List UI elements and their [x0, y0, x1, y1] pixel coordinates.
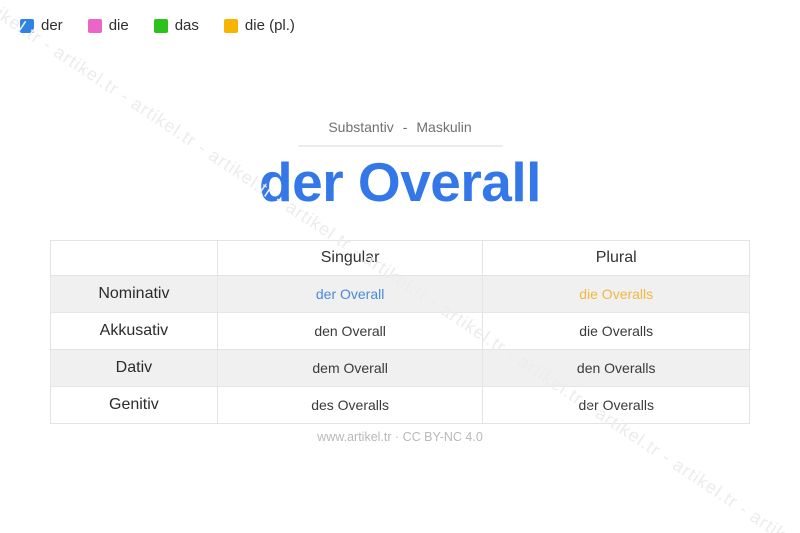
legend-label-die-plural: die (pl.): [244, 17, 295, 34]
case-label-akkusativ: Akkusativ: [50, 312, 218, 350]
subtitle-divider: [297, 145, 503, 147]
legend-item-die: die: [87, 17, 129, 34]
legend-item-das: das: [153, 17, 199, 34]
table-row-nominativ: Nominativ der Overall die Overalls: [50, 275, 750, 313]
header-cell-plural: Plural: [482, 240, 750, 276]
das-color-swatch: [153, 18, 168, 33]
dativ-plural-value: den Overalls: [482, 349, 750, 387]
header-cell-singular: Singular: [216, 240, 484, 276]
genitiv-plural-value: der Overalls: [482, 386, 750, 424]
site-credit: www.artikel.tr · CC BY-NC 4.0: [317, 430, 483, 444]
legend-label-das: das: [174, 17, 199, 34]
legend-label-der: der: [41, 17, 63, 34]
genitiv-singular-value: des Overalls: [216, 386, 484, 424]
die-plural-color-swatch: [223, 18, 238, 33]
word-type-text: Substantiv - Maskulin: [0, 119, 800, 135]
case-label-genitiv: Genitiv: [50, 386, 218, 424]
legend-item-der: der: [20, 17, 63, 34]
case-label-dativ: Dativ: [50, 349, 218, 387]
table-row-genitiv: Genitiv des Overalls der Overalls: [50, 386, 750, 424]
word-type-header: Substantiv - Maskulin: [0, 119, 800, 147]
word-gender: Maskulin: [416, 119, 472, 135]
table-row-akkusativ: Akkusativ den Overall die Overalls: [50, 312, 750, 350]
die-color-swatch: [87, 18, 102, 33]
declension-table: Singular Plural Nominativ der Overall di…: [50, 240, 750, 424]
word-type-separator: -: [402, 119, 408, 135]
dativ-singular-value: dem Overall: [216, 349, 484, 387]
legend-label-die: die: [108, 17, 129, 34]
legend-item-die-plural: die (pl.): [223, 17, 295, 34]
nominativ-plural-value: die Overalls: [482, 275, 750, 313]
case-label-nominativ: Nominativ: [50, 275, 218, 313]
table-header-row: Singular Plural: [50, 240, 750, 276]
word-category: Substantiv: [328, 119, 394, 135]
akkusativ-plural-value: die Overalls: [482, 312, 750, 350]
der-color-swatch: [20, 18, 34, 33]
nominativ-singular-value: der Overall: [216, 275, 484, 313]
table-row-dativ: Dativ dem Overall den Overalls: [50, 349, 750, 387]
article-color-legend: der die das die (pl.): [20, 17, 295, 34]
akkusativ-singular-value: den Overall: [216, 312, 484, 350]
header-cell-empty: [50, 240, 218, 276]
page-title: der Overall: [259, 151, 541, 213]
